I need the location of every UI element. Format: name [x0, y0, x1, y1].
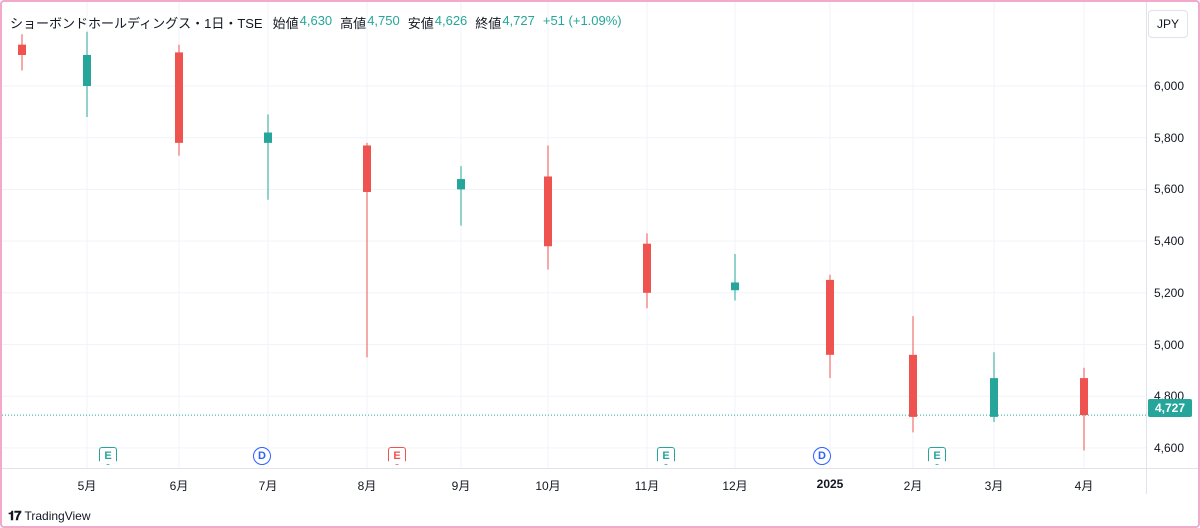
x-tick-label: 12月: [722, 479, 748, 493]
earnings-marker[interactable]: E: [99, 447, 117, 465]
currency-button[interactable]: JPY: [1148, 10, 1188, 38]
close-label: 終値: [475, 15, 502, 31]
candle-body: [643, 243, 651, 293]
y-tick-label: 6,000: [1154, 79, 1185, 93]
x-tick-label: 2月: [903, 479, 923, 493]
high-value: 4,750: [367, 12, 400, 28]
candle-body: [909, 354, 917, 417]
earnings-marker[interactable]: E: [657, 447, 675, 465]
open-value: 4,630: [299, 12, 333, 28]
candle-body: [731, 282, 739, 291]
x-tick-label: 7月: [258, 479, 278, 493]
y-tick-label: 5,600: [1154, 182, 1185, 197]
x-tick-label: 4月: [1074, 479, 1094, 493]
candle-body: [18, 44, 26, 55]
price-axis-divider: [1146, 2, 1147, 494]
x-tick-label: 8月: [357, 479, 377, 493]
open-label: 始値: [272, 15, 299, 31]
candle-body: [1080, 378, 1088, 416]
earnings-marker[interactable]: E: [928, 447, 946, 465]
y-tick-label: 5,000: [1154, 337, 1185, 352]
x-tick-label: 5月: [77, 479, 97, 493]
x-tick-label: 9月: [451, 479, 471, 493]
dividend-marker[interactable]: D: [813, 447, 831, 465]
y-tick-label: 5,400: [1154, 234, 1185, 249]
symbol-legend: ショーボンドホールディングス・1日・TSE 始値 4,630 高値 4,750 安値…: [10, 12, 622, 32]
brand-name: TradingView: [24, 509, 91, 523]
tradingview-logo-icon: 𝟏𝟕: [8, 508, 22, 523]
candle-body: [457, 179, 465, 190]
last-price-tag: 4,727: [1148, 399, 1192, 417]
candle-body: [363, 145, 371, 192]
high-label: 高値: [340, 15, 367, 31]
symbol-title[interactable]: ショーボンドホールディングス・1日・TSE: [10, 15, 263, 31]
price-chart[interactable]: [2, 2, 1198, 494]
x-tick-label: 6月: [169, 479, 189, 493]
time-axis-divider: [2, 468, 1198, 469]
earnings-marker[interactable]: E: [388, 447, 406, 465]
x-tick-label: 3月: [984, 479, 1004, 493]
y-tick-label: 5,200: [1154, 285, 1185, 300]
low-label: 安値: [407, 15, 434, 31]
candle-body: [826, 279, 834, 355]
candle-body: [175, 52, 183, 143]
x-tick-label: 2025: [816, 477, 844, 491]
candle-body: [544, 176, 552, 247]
candle-body: [83, 54, 91, 86]
ohlc-values: 始値 4,630 高値 4,750 安値 4,626 終値 4,727 +51 (+1.…: [273, 13, 622, 32]
y-tick-label: 4,600: [1154, 440, 1185, 455]
candle-body: [264, 132, 272, 143]
y-tick-label: 5,800: [1154, 130, 1185, 145]
x-tick-label: 11月: [634, 479, 660, 493]
low-value: 4,626: [434, 12, 468, 28]
change-value: +51 (+1.09%): [542, 12, 622, 28]
candle-body: [990, 378, 998, 417]
x-tick-label: 10月: [535, 479, 561, 493]
close-value: 4,727: [502, 12, 535, 28]
tradingview-logo[interactable]: 𝟏𝟕 TradingView: [8, 508, 91, 524]
dividend-marker[interactable]: D: [253, 447, 271, 465]
